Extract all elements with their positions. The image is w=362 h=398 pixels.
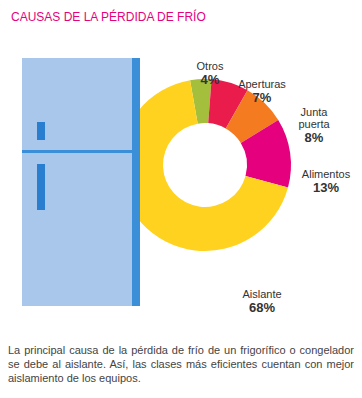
- svg-text:Otros: Otros: [197, 60, 224, 72]
- svg-text:4%: 4%: [201, 72, 220, 87]
- svg-text:puerta: puerta: [298, 118, 330, 130]
- svg-text:CAUSAS DE LA PÉRDIDA DE FRÍO: CAUSAS DE LA PÉRDIDA DE FRÍO: [11, 9, 206, 24]
- svg-text:7%: 7%: [253, 90, 272, 105]
- html-text:La principal causa de la pérdi: La principal causa de la pérdida de frío…: [8, 344, 354, 384]
- svg-text:Alimentos: Alimentos: [302, 168, 351, 180]
- svg-text:Junta: Junta: [301, 106, 329, 118]
- svg-text:Aperturas: Aperturas: [238, 78, 286, 90]
- svg-text:68%: 68%: [249, 300, 275, 315]
- svg-text:8%: 8%: [305, 130, 324, 145]
- svg-text:Aislante: Aislante: [242, 288, 281, 300]
- svg-text:13%: 13%: [313, 180, 339, 195]
